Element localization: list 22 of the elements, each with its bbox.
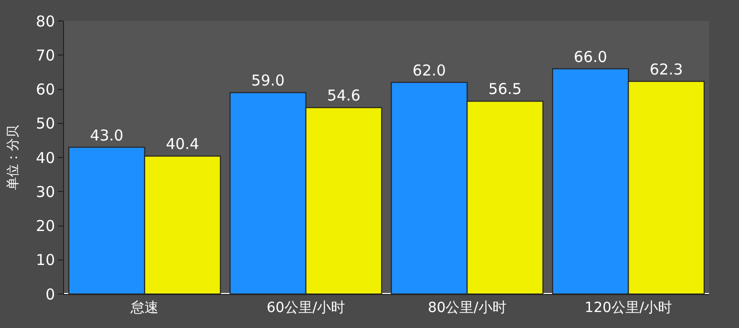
data-label: 59.0 — [251, 72, 285, 90]
y-tick-label: 30 — [36, 182, 55, 201]
y-tick-label: 10 — [36, 251, 55, 270]
data-label: 66.0 — [574, 48, 608, 66]
y-tick-label: 20 — [36, 217, 55, 235]
data-label: 43.0 — [90, 126, 124, 144]
y-axis-title: 单位：分贝 — [6, 125, 21, 190]
data-label: 54.6 — [327, 86, 360, 105]
data-label: 62.3 — [650, 60, 683, 78]
data-label: 56.5 — [488, 80, 522, 98]
y-tick-label: 70 — [36, 46, 55, 64]
y-tick-label: 50 — [36, 114, 55, 133]
x-tick-label: 120公里/小时 — [584, 300, 672, 316]
x-tick-label: 60公里/小时 — [266, 300, 346, 316]
data-label: 62.0 — [412, 61, 446, 80]
y-tick-label: 0 — [45, 285, 55, 304]
y-tick-label: 60 — [36, 80, 55, 98]
y-tick-label: 40 — [36, 148, 55, 167]
data-label: 40.4 — [166, 135, 200, 154]
x-tick-label: 怠速 — [130, 300, 159, 316]
y-tick-label: 80 — [36, 12, 55, 30]
x-tick-label: 80公里/小时 — [428, 300, 506, 316]
